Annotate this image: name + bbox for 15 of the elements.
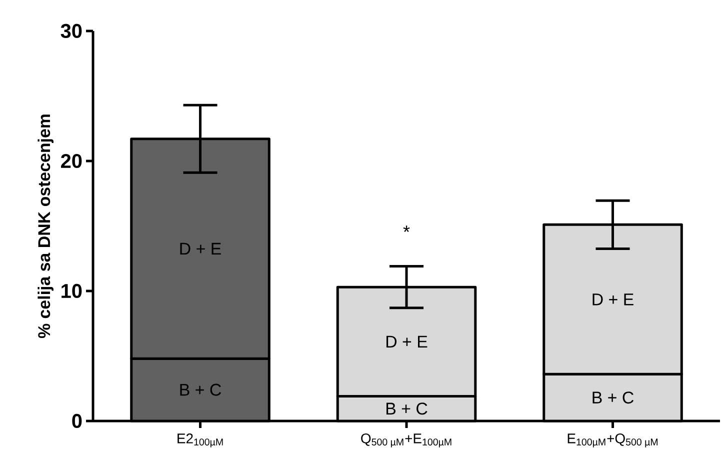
y-axis-title: % celija sa DNK ostecenjem [38, 114, 54, 338]
series-label: D + E [180, 242, 221, 255]
y-tick-label: 10 [62, 284, 82, 298]
x-tick-label: E$_{100µM}$+Q$_{500 µM}$ [568, 433, 658, 448]
x-tick-label: Q$_{500 µM}$+E$_{100µM}$ [361, 433, 452, 448]
text: B + C [592, 392, 634, 404]
series-label: B + C [386, 402, 428, 415]
y-tick-label: 0 [72, 414, 82, 428]
text: D + E [592, 294, 634, 306]
x-tick-label: E2$_{100µM}$ [178, 433, 223, 448]
annotation: * [403, 226, 410, 232]
y-tick-label: 20 [61, 154, 82, 168]
text: B + C [180, 384, 222, 396]
y-tick-label: 30 [60, 24, 82, 38]
text: D + E [386, 336, 428, 348]
